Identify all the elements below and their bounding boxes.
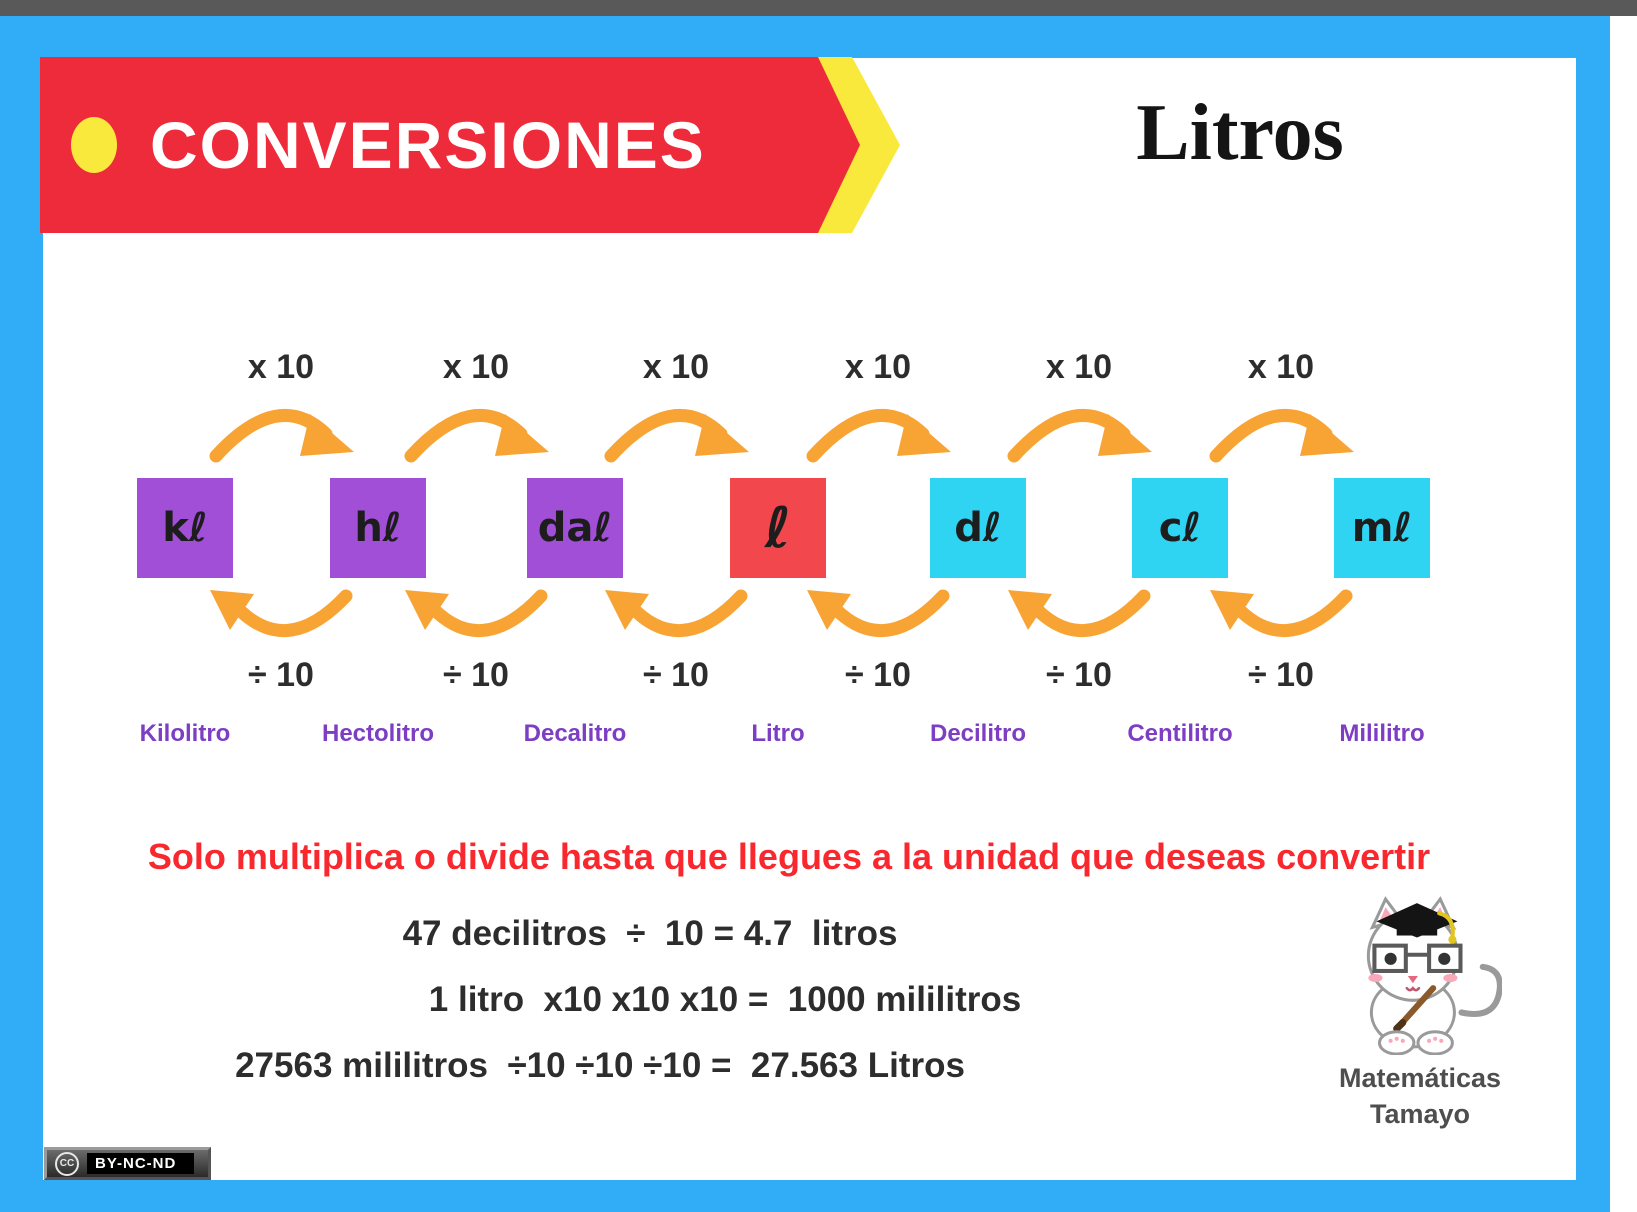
divide-arrow-icon (405, 589, 548, 638)
example-line: 27563 mililitros ÷10 ÷10 ÷10 = 27.563 Li… (235, 1046, 965, 1085)
unit-name: Kilolitro (139, 720, 231, 747)
divide-label: ÷ 10 (1248, 656, 1314, 694)
multiply-arrow-icon (1209, 408, 1354, 463)
divide-arrow-icon (1210, 589, 1353, 638)
divide-label: ÷ 10 (845, 656, 911, 694)
divide-arrow-icon (605, 589, 748, 638)
divide-label: ÷ 10 (443, 656, 509, 694)
divide-label: ÷ 10 (248, 656, 314, 694)
unit-box: hℓ (330, 478, 426, 578)
unit-box: daℓ (527, 478, 623, 578)
unit-mililitro: mℓ Mililitro (1282, 478, 1482, 768)
multiply-label: x 10 (642, 348, 710, 386)
example-line: 47 decilitros ÷ 10 = 4.7 litros (402, 914, 898, 953)
multiply-arrow-icon (604, 408, 749, 463)
top-gray-bar (0, 0, 1637, 16)
unit-centilitro: cℓ Centilitro (1080, 478, 1280, 768)
divide-label: ÷ 10 (1046, 656, 1112, 694)
unit-box: mℓ (1334, 478, 1430, 578)
unit-name: Decalitro (523, 720, 627, 747)
multiply-label: x 10 (1247, 348, 1315, 386)
unit-name: Mililitro (1339, 720, 1425, 747)
unit-litro: ℓ Litro (678, 478, 878, 768)
unit-box: dℓ (930, 478, 1026, 578)
unit-decalitro: daℓ Decalitro (475, 478, 675, 768)
license-badge: CC BY-NC-ND (44, 1147, 212, 1180)
divide-label: ÷ 10 (643, 656, 709, 694)
unit-decilitro: dℓ Decilitro (878, 478, 1078, 768)
multiply-arrow-icon (1007, 408, 1152, 463)
multiply-label: x 10 (844, 348, 912, 386)
multiply-label: x 10 (247, 348, 315, 386)
divide-arrow-icon (807, 589, 950, 638)
unit-name: Hectolitro (321, 720, 434, 747)
unit-kilolitro: kℓ Kilolitro (85, 478, 285, 768)
topic-title: Litros (1136, 89, 1344, 177)
multiply-arrow-icon (209, 408, 354, 463)
banner-yellow-dot (71, 117, 117, 173)
brand-line1: Matemáticas (1338, 1063, 1502, 1093)
brand-text: Matemáticas Tamayo (1320, 1060, 1520, 1132)
instruction-text: Solo multiplica o divide hasta que llegu… (147, 836, 1431, 877)
unit-box: kℓ (137, 478, 233, 578)
multiply-label: x 10 (442, 348, 510, 386)
banner-title: CONVERSIONES (150, 108, 706, 182)
license-label: BY-NC-ND (87, 1153, 195, 1174)
brand-line2: Tamayo (1369, 1099, 1471, 1129)
divide-arrow-icon (210, 589, 353, 638)
multiply-arrow-icon (806, 408, 951, 463)
banner-red-shape (40, 57, 860, 233)
examples-block: 47 decilitros ÷ 10 = 4.7 litros 1 litro … (120, 914, 1120, 1112)
cc-icon: CC (55, 1151, 79, 1176)
multiply-arrow-icon (404, 408, 549, 463)
unit-name: Litro (751, 720, 805, 747)
unit-hectolitro: hℓ Hectolitro (278, 478, 478, 768)
cat-mascot-icon (1366, 896, 1502, 1055)
divide-arrow-icon (1008, 589, 1151, 638)
unit-name: Centilitro (1127, 720, 1233, 747)
example-line: 1 litro x10 x10 x10 = 1000 mililitros (428, 980, 1022, 1019)
unit-box: cℓ (1132, 478, 1228, 578)
unit-box: ℓ (730, 478, 826, 578)
multiply-label: x 10 (1045, 348, 1113, 386)
unit-name: Decilitro (929, 720, 1027, 747)
banner-ribbon (40, 57, 900, 233)
